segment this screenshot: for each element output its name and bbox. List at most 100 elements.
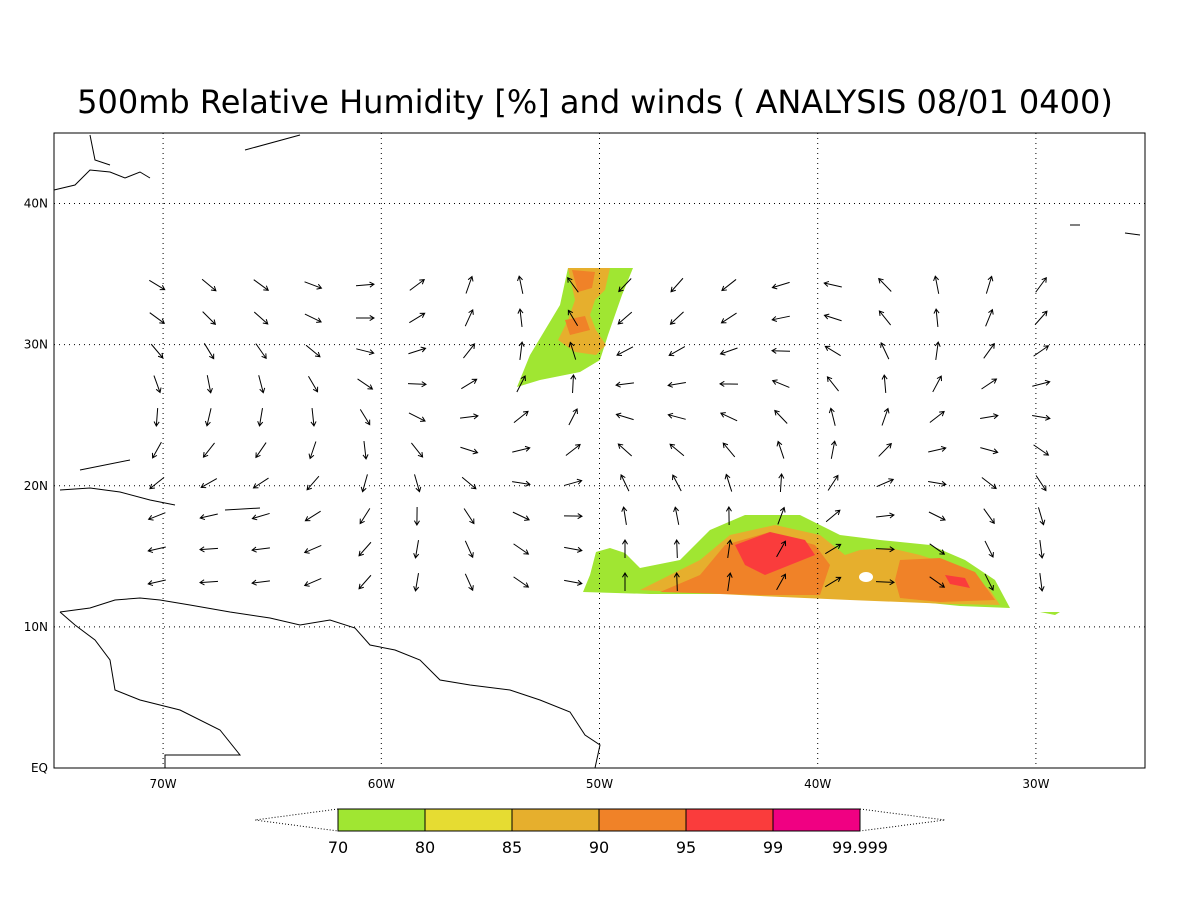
wind-arrow bbox=[147, 512, 166, 521]
coast bbox=[59, 459, 261, 511]
wind-arrow bbox=[878, 442, 892, 457]
wind-arrow bbox=[153, 375, 162, 394]
wind-arrow bbox=[358, 574, 372, 590]
colorbar-box bbox=[424, 808, 513, 832]
wind-arrow bbox=[771, 315, 790, 322]
wind-arrow bbox=[824, 345, 841, 357]
wind-arrow bbox=[408, 346, 427, 355]
wind-arrow bbox=[564, 478, 583, 486]
y-tick-label: 40N bbox=[24, 197, 48, 211]
wind-arrow bbox=[984, 573, 994, 591]
wind-arrow bbox=[355, 315, 375, 322]
wind-arrow bbox=[933, 275, 940, 294]
wind-arrow bbox=[826, 376, 839, 392]
wind-arrow bbox=[984, 540, 994, 558]
wind-arrow bbox=[149, 279, 166, 291]
wind-arrow bbox=[985, 308, 994, 327]
wind-arrow bbox=[304, 510, 321, 522]
wind-arrow bbox=[776, 573, 787, 591]
wind-arrow bbox=[461, 476, 477, 490]
wind-arrow bbox=[673, 539, 680, 559]
wind-arrow bbox=[251, 546, 270, 553]
wind-arrow bbox=[306, 475, 320, 491]
wind-arrow bbox=[567, 309, 579, 326]
wind-arrow bbox=[308, 441, 317, 460]
wind-arrow bbox=[303, 578, 322, 587]
wind-arrow bbox=[823, 280, 842, 288]
wind-arrow bbox=[933, 308, 940, 328]
wind-arrow bbox=[355, 281, 375, 288]
wind-arrow bbox=[147, 579, 166, 587]
wind-arrow bbox=[147, 546, 166, 554]
wind-arrow bbox=[153, 407, 160, 427]
wind-arrow bbox=[1035, 276, 1047, 293]
wind-arrow bbox=[981, 477, 997, 490]
wind-arrow bbox=[356, 348, 375, 356]
wind-arrow bbox=[460, 413, 479, 420]
rh-area bbox=[565, 270, 595, 335]
wind-vectors bbox=[147, 275, 1051, 592]
wind-arrow bbox=[358, 541, 372, 557]
wind-arrow bbox=[414, 474, 422, 493]
wind-arrow bbox=[568, 341, 577, 360]
wind-arrow bbox=[721, 279, 737, 292]
colorbar-box bbox=[337, 808, 426, 832]
wind-arrow bbox=[774, 409, 788, 424]
wind-arrow bbox=[253, 279, 270, 291]
wind-arrow bbox=[257, 408, 264, 427]
wind-arrow bbox=[200, 478, 218, 489]
wind-arrow bbox=[202, 311, 217, 326]
wind-arrow bbox=[621, 506, 628, 525]
wind-arrow bbox=[881, 407, 890, 426]
wind-arrow bbox=[985, 275, 994, 294]
wind-arrow bbox=[932, 375, 942, 393]
y-tick-label: 30N bbox=[24, 338, 48, 352]
wind-arrow bbox=[928, 480, 947, 487]
wind-arrow bbox=[878, 310, 892, 326]
colorbar-label: 99 bbox=[763, 838, 783, 857]
wind-arrow bbox=[204, 408, 212, 427]
wind-arrow bbox=[413, 573, 420, 592]
wind-arrow bbox=[149, 477, 165, 490]
wind-arrow bbox=[149, 312, 166, 324]
wind-arrow bbox=[206, 375, 213, 394]
wind-arrow bbox=[778, 473, 785, 493]
wind-arrow bbox=[255, 343, 267, 360]
wind-arrow bbox=[875, 579, 895, 586]
x-tick-label: 70W bbox=[150, 777, 177, 791]
wind-arrow bbox=[878, 277, 892, 292]
wind-arrow bbox=[617, 443, 633, 457]
wind-arrow bbox=[253, 311, 269, 325]
colorbar-label: 99.999 bbox=[832, 838, 888, 857]
wind-arrow bbox=[1033, 444, 1050, 456]
colorbar-label: 70 bbox=[328, 838, 348, 857]
wind-arrow bbox=[564, 546, 583, 553]
wind-arrow bbox=[1033, 345, 1050, 357]
wind-arrow bbox=[463, 343, 476, 359]
colorbar-label: 95 bbox=[676, 838, 696, 857]
wind-arrow bbox=[408, 412, 426, 422]
title: 500mb Relative Humidity [%] and winds ( … bbox=[77, 83, 1113, 121]
coastlines bbox=[53, 134, 1141, 769]
wind-arrow bbox=[150, 343, 164, 359]
y-tick-label: 20N bbox=[24, 479, 48, 493]
wind-arrow bbox=[823, 313, 842, 322]
wind-arrow bbox=[881, 374, 888, 394]
wind-arrow bbox=[407, 381, 427, 388]
wind-arrow bbox=[513, 576, 530, 588]
wind-arrow bbox=[518, 341, 525, 360]
wind-arrow bbox=[825, 576, 842, 588]
colorbar-label: 85 bbox=[502, 838, 522, 857]
wind-arrow bbox=[725, 506, 732, 526]
wind-arrow bbox=[777, 506, 786, 525]
wind-arrow bbox=[409, 312, 426, 324]
colorbar-label: 90 bbox=[589, 838, 609, 857]
wind-arrow bbox=[827, 474, 839, 491]
wind-arrow bbox=[512, 445, 531, 453]
wind-arrow bbox=[568, 408, 578, 426]
wind-arrow bbox=[513, 543, 530, 555]
wind-arrow bbox=[1034, 310, 1048, 326]
wind-arrow bbox=[151, 441, 162, 459]
